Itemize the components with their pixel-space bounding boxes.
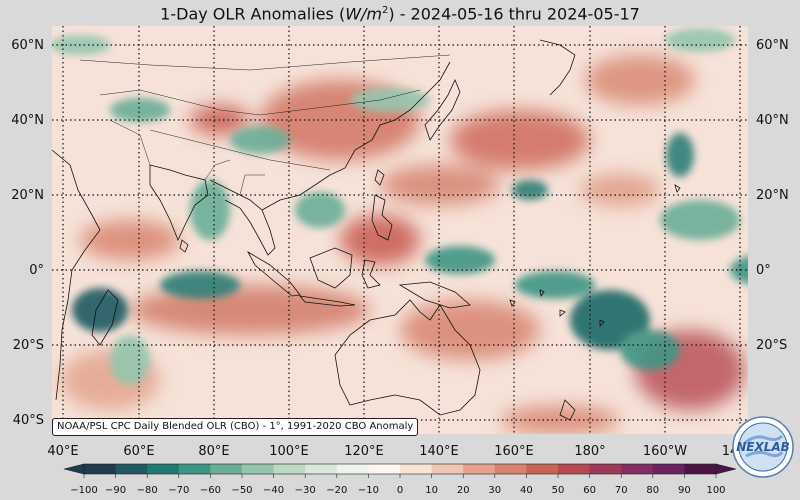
colorbar-cell [589, 464, 622, 474]
colorbar-tick-label: −30 [295, 485, 316, 496]
colorbar-cell [115, 464, 148, 474]
colorbar-cell [684, 464, 717, 474]
lat-labels-right: 60°N 40°N 20°N 0° 20°S [756, 38, 789, 353]
colorbar-tick-label: 80 [646, 485, 659, 496]
colorbar-cell [431, 464, 464, 474]
colorbar-tick-label: −20 [326, 485, 347, 496]
colorbar-tick-label: 60 [583, 485, 596, 496]
lat-label: 0° [756, 263, 771, 278]
anomaly-field [52, 28, 748, 434]
lat-label: 60°N [11, 38, 44, 53]
nexlab-logo: NEXLAB [732, 416, 794, 478]
lat-labels-left: 60°N 40°N 20°N 0° 20°S 40°S [11, 38, 44, 428]
lon-label: 180° [574, 444, 605, 459]
colorbar-cell [178, 464, 211, 474]
country-borders [79, 54, 451, 196]
colorbar-tick-label: 20 [457, 485, 470, 496]
colorbar-ticks: −100 −90 −80 −70 −60 −50 −40 −30 −20 −10 0 10 20 30 40… [70, 474, 726, 496]
colorbar-cell [273, 464, 306, 474]
colorbar-tick-label: −80 [137, 485, 158, 496]
colorbar-cell [336, 464, 369, 474]
lon-label: 160°E [494, 444, 534, 459]
lat-label: 40°N [11, 113, 44, 128]
colorbar-cell [210, 464, 243, 474]
coastlines [52, 39, 681, 421]
colorbar-cell [305, 464, 338, 474]
lon-label: 120°E [344, 444, 384, 459]
colorbar-cell [558, 464, 591, 474]
colorbar-cell [147, 464, 180, 474]
colorbar-cell [621, 464, 654, 474]
colorbar-cells [84, 464, 717, 474]
colorbar-tick-label: 10 [425, 485, 438, 496]
colorbar-tick-label: 50 [552, 485, 565, 496]
colorbar-min-arrow [63, 463, 85, 475]
colorbar-cell [652, 464, 685, 474]
colorbar-cell [84, 464, 117, 474]
lon-label: 160°W [643, 444, 687, 459]
colorbar-tick-label: −100 [70, 485, 97, 496]
lat-label: 20°S [756, 338, 787, 353]
graticule [52, 26, 748, 434]
colorbar-tick-label: 0 [397, 485, 403, 496]
colorbar-tick-label: 40 [520, 485, 533, 496]
colorbar-cell [463, 464, 496, 474]
lat-label: 20°N [756, 188, 789, 203]
lat-label: 40°S [13, 413, 44, 428]
colorbar-cell [368, 464, 401, 474]
lon-label: 100°E [269, 444, 309, 459]
colorbar-tick-label: −70 [168, 485, 189, 496]
lat-label: 60°N [756, 38, 789, 53]
colorbar-cell [242, 464, 275, 474]
colorbar-tick-label: −60 [200, 485, 221, 496]
colorbar-tick-label: −90 [105, 485, 126, 496]
lat-label: 40°N [756, 113, 789, 128]
logo-text: NEXLAB [736, 440, 790, 454]
lat-label: 0° [29, 263, 44, 278]
lat-label: 20°N [11, 188, 44, 203]
colorbar-cell [494, 464, 527, 474]
lon-label: 40°E [47, 444, 78, 459]
lat-label: 20°S [13, 338, 44, 353]
colorbar-tick-label: 70 [615, 485, 628, 496]
colorbar-tick-label: −50 [231, 485, 252, 496]
colorbar-cell [526, 464, 559, 474]
lon-labels: 40°E 60°E 80°E 100°E 120°E 140°E 160°E 1… [47, 444, 738, 459]
attribution-label: NOAA/PSL CPC Daily Blended OLR (CBO) - 1… [52, 418, 419, 436]
colorbar-tick-label: −40 [263, 485, 284, 496]
colorbar-tick-label: 100 [706, 485, 725, 496]
lon-label: 60°E [123, 444, 154, 459]
colorbar-tick-label: 90 [678, 485, 691, 496]
colorbar-tick-label: −10 [358, 485, 379, 496]
map-title: 1-Day OLR Anomalies (W/m2) - 2024-05-16 … [160, 4, 640, 24]
lon-label: 80°E [198, 444, 229, 459]
colorbar: −100 −90 −80 −70 −60 −50 −40 −30 −20 −10 0 10 20 30 40… [63, 463, 737, 496]
colorbar-cell [400, 464, 433, 474]
colorbar-tick-label: 30 [488, 485, 501, 496]
lon-label: 140°E [419, 444, 459, 459]
